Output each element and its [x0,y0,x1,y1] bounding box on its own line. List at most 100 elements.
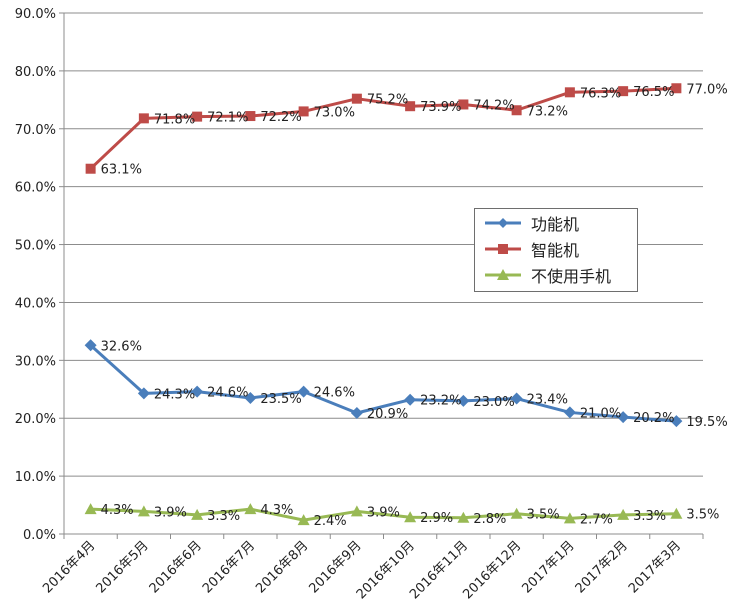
data-point-no-phone [244,503,257,515]
y-tick-label: 30.0% [15,354,56,369]
legend-item-no-phone: 不使用手机 [483,263,611,287]
data-label-smartphone: 73.0% [314,105,355,120]
data-point-feature-phone [617,411,630,424]
data-label-feature-phone: 20.2% [633,411,674,426]
data-point-smartphone [458,99,469,110]
data-label-feature-phone: 19.5% [686,415,727,430]
data-label-smartphone: 76.5% [633,85,674,100]
y-tick-label: 10.0% [15,470,56,485]
data-label-smartphone: 75.2% [367,93,408,108]
data-point-feature-phone [350,407,363,420]
data-label-smartphone: 72.1% [207,111,248,126]
data-label-no-phone: 3.5% [686,508,719,523]
data-point-smartphone [138,113,149,124]
legend-swatch-feature-phone [485,218,521,228]
data-point-feature-phone [404,393,417,406]
legend-label-smartphone: 智能机 [531,241,580,260]
data-point-no-phone [137,505,150,517]
data-point-no-phone [510,507,523,519]
legend-swatch-no-phone [485,269,521,280]
y-tick-label: 80.0% [15,65,56,80]
data-label-no-phone: 2.8% [473,512,506,527]
data-point-no-phone [563,512,576,524]
data-label-smartphone: 77.0% [686,82,727,97]
y-tick-label: 70.0% [15,123,56,138]
data-point-smartphone [618,86,629,97]
data-label-smartphone: 71.8% [154,112,195,127]
data-label-no-phone: 2.4% [314,514,347,529]
series-line-feature-phone [89,344,677,423]
data-point-smartphone [511,105,522,116]
legend: 功能机 智能机 不使用手机 [474,208,638,292]
x-axis: 2016年4月2016年5月2016年6月2016年7月2016年8月2016年… [40,533,704,602]
y-tick-label: 60.0% [15,181,56,196]
legend-swatch-smartphone [485,244,521,254]
y-tick-label: 40.0% [15,296,56,311]
x-tick-label: 2017年1月 [519,538,577,596]
data-point-feature-phone [191,385,204,398]
x-tick-label: 2016年9月 [306,538,364,596]
data-label-smartphone: 73.9% [420,100,461,115]
y-tick-label: 20.0% [15,412,56,427]
data-point-feature-phone [84,339,97,352]
legend-item-feature-phone: 功能机 [483,211,579,235]
x-tick-label: 2016年7月 [200,538,258,596]
data-label-feature-phone: 24.3% [154,387,195,402]
data-point-no-phone [670,507,683,519]
series-line-no-phone [90,507,677,522]
data-label-feature-phone: 23.2% [420,394,461,409]
data-label-feature-phone: 20.9% [367,407,408,422]
data-label-no-phone: 2.9% [420,511,453,526]
data-label-no-phone: 4.3% [101,503,134,518]
data-point-smartphone [192,111,203,122]
data-point-smartphone [405,101,416,112]
legend-label-feature-phone: 功能机 [531,215,580,234]
data-point-feature-phone [457,394,470,407]
data-label-smartphone: 76.3% [580,86,621,101]
data-label-feature-phone: 24.6% [314,386,355,401]
data-label-smartphone: 73.2% [527,104,568,119]
x-tick-label: 2016年4月 [40,538,98,596]
legend-label-no-phone: 不使用手机 [531,267,612,286]
data-label-smartphone: 72.2% [260,110,301,125]
data-point-feature-phone [510,392,523,405]
data-label-no-phone: 3.9% [154,505,187,520]
data-label-feature-phone: 23.0% [473,395,514,410]
data-label-no-phone: 3.9% [367,505,400,520]
data-point-smartphone [245,111,256,122]
data-point-no-phone [191,508,204,520]
data-label-no-phone: 2.7% [580,512,613,527]
data-label-no-phone: 3.3% [633,509,666,524]
data-point-feature-phone [563,406,576,419]
series-group [84,83,683,526]
gridlines [64,12,703,477]
data-point-no-phone [297,514,310,526]
data-label-feature-phone: 21.0% [580,406,621,421]
data-point-feature-phone [244,391,257,404]
x-tick-label: 2016年8月 [253,538,311,596]
data-point-smartphone [85,163,96,174]
data-point-no-phone [404,511,417,523]
data-label-no-phone: 3.5% [527,508,560,523]
y-axis: 0.0% 10.0% 20.0% 30.0% 40.0% 50.0% 60.0% 70.0% 8… [15,7,65,543]
data-point-feature-phone [137,387,150,400]
data-point-smartphone [351,93,362,104]
data-point-no-phone [457,511,470,523]
data-label-no-phone: 4.3% [260,503,293,518]
data-label-feature-phone: 24.6% [207,386,248,401]
data-labels: 32.6% 24.3% 24.6% 23.5% 24.6% 20.9% 23.2% 23.0%… [101,82,728,529]
x-tick-label: 2016年6月 [147,538,205,596]
data-point-smartphone [671,83,682,94]
x-tick-label: 2017年3月 [626,538,684,596]
data-point-no-phone [350,505,363,517]
y-tick-label: 0.0% [23,528,56,543]
data-label-smartphone: 63.1% [101,163,142,178]
series-line-smartphone [89,86,677,170]
data-label-feature-phone: 23.4% [527,393,568,408]
y-tick-label: 90.0% [15,7,56,22]
data-point-feature-phone [297,385,310,398]
data-label-feature-phone: 32.6% [101,339,142,354]
data-label-smartphone: 74.2% [473,98,514,113]
data-point-smartphone [564,87,575,98]
